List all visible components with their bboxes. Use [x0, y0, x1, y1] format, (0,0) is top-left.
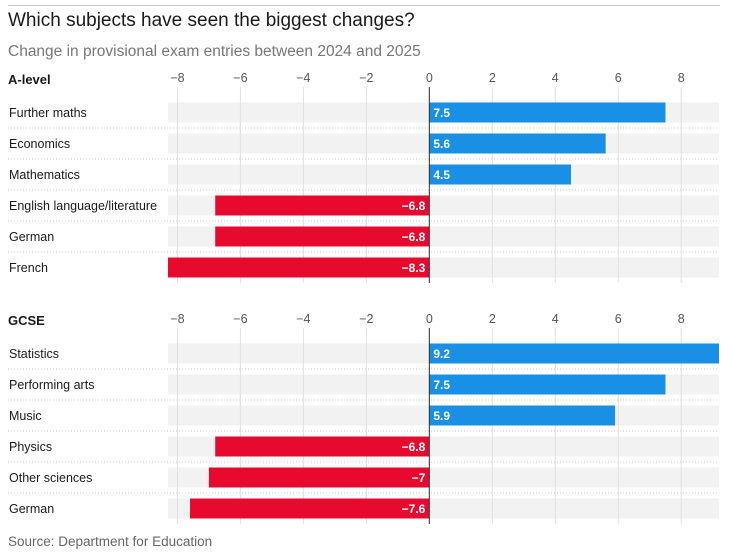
x-tick-label: −8 — [170, 312, 184, 326]
x-tick-label: 2 — [489, 71, 496, 85]
bar — [215, 226, 430, 247]
chart-subtitle: Change in provisional exam entries betwe… — [8, 43, 421, 60]
panel-title-gcse: GCSE — [8, 313, 45, 328]
category-label: French — [9, 261, 48, 275]
bar — [429, 374, 666, 395]
category-label: Mathematics — [9, 168, 80, 182]
data-label: 4.5 — [433, 168, 450, 182]
category-label: Statistics — [9, 347, 59, 361]
category-label: Physics — [9, 440, 52, 454]
panel-title-a-level: A-level — [8, 72, 51, 87]
data-label: −7.6 — [402, 502, 426, 516]
data-label: −6.8 — [402, 230, 426, 244]
bar — [429, 133, 606, 154]
bar — [208, 467, 430, 488]
data-label: −7 — [412, 471, 426, 485]
x-tick-label: −8 — [170, 71, 184, 85]
data-label: −6.8 — [402, 199, 426, 213]
bar — [429, 405, 616, 426]
x-tick-label: 4 — [552, 71, 559, 85]
x-tick-label: 4 — [552, 312, 559, 326]
category-label: Other sciences — [9, 471, 92, 485]
data-label: 7.5 — [433, 106, 450, 120]
x-tick-label: −4 — [296, 71, 310, 85]
data-label: 5.9 — [433, 409, 450, 423]
x-tick-label: −2 — [359, 71, 373, 85]
x-tick-label: −6 — [233, 71, 247, 85]
data-label: 9.2 — [433, 347, 450, 361]
bar — [429, 343, 719, 364]
x-tick-label: 8 — [678, 312, 685, 326]
category-label: Music — [9, 409, 42, 423]
x-tick-label: 0 — [426, 312, 433, 326]
bar — [190, 498, 430, 519]
bar — [168, 257, 430, 278]
category-label: German — [9, 502, 54, 516]
chart-title: Which subjects have seen the biggest cha… — [8, 10, 415, 31]
x-tick-label: 6 — [615, 312, 622, 326]
category-label: English language/literature — [9, 199, 157, 213]
category-label: Performing arts — [9, 378, 94, 392]
data-label: 7.5 — [433, 378, 450, 392]
chart-area: A-level −8 −6 −4 −2 0 2 4 6 8 Further maths 7.5 Econ… — [8, 71, 719, 524]
bar — [429, 164, 572, 185]
top-rule — [8, 5, 720, 6]
bar — [429, 102, 666, 123]
bar — [215, 195, 430, 216]
category-label: German — [9, 230, 54, 244]
data-label: 5.6 — [433, 137, 450, 151]
x-tick-label: 6 — [615, 71, 622, 85]
source-note: Source: Department for Education — [8, 534, 213, 549]
x-tick-label: 2 — [489, 312, 496, 326]
category-label: Economics — [9, 137, 70, 151]
x-tick-label: 0 — [426, 71, 433, 85]
category-label: Further maths — [9, 106, 87, 120]
data-label: −8.3 — [402, 261, 426, 275]
x-tick-label: −4 — [296, 312, 310, 326]
x-tick-label: 8 — [678, 71, 685, 85]
x-tick-label: −6 — [233, 312, 247, 326]
bar — [215, 436, 430, 457]
data-label: −6.8 — [402, 440, 426, 454]
x-tick-label: −2 — [359, 312, 373, 326]
